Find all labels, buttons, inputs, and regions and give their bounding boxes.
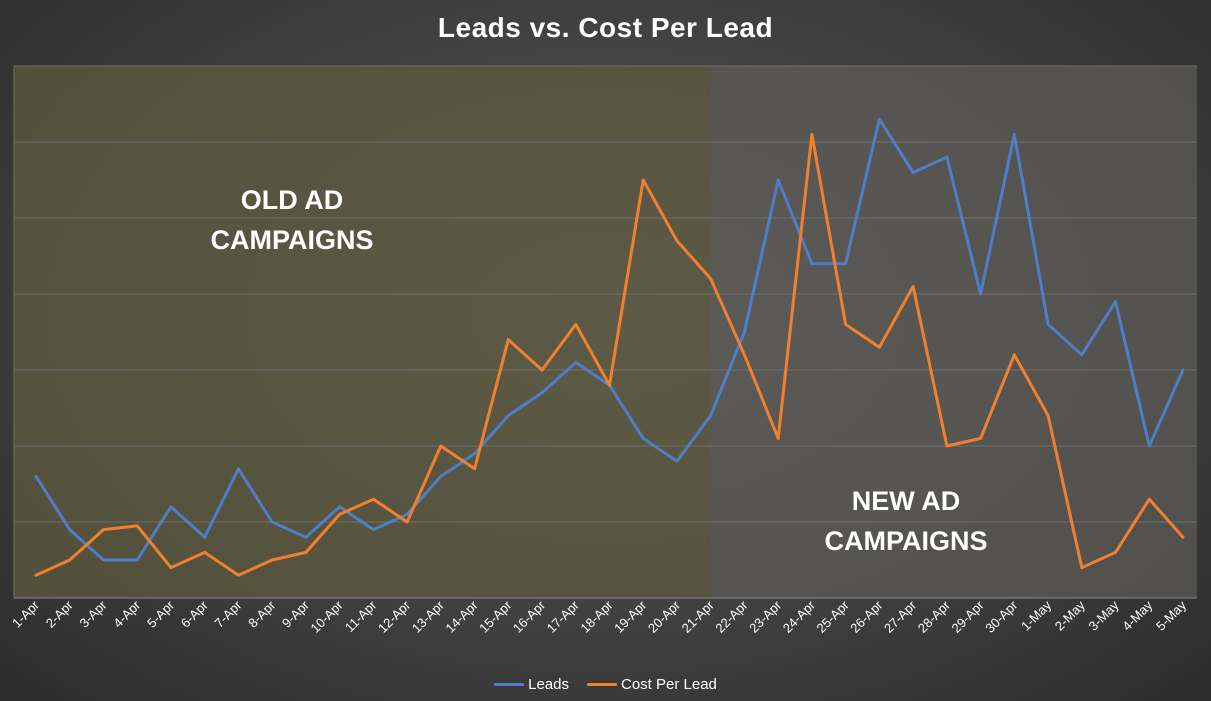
campaign-regions (14, 66, 1197, 598)
legend-label-cost-per-lead: Cost Per Lead (620, 676, 717, 693)
region-label-new-line2: CAMPAIGNS (824, 526, 987, 556)
legend-swatch-leads (494, 683, 525, 686)
x-tick-label: 2-Apr (43, 597, 77, 631)
x-tick-label: 21-Apr (679, 597, 718, 636)
x-tick-label: 18-Apr (577, 597, 616, 636)
chart-title: Leads vs. Cost Per Lead (437, 12, 774, 43)
x-tick-label: 14-Apr (442, 597, 481, 636)
x-tick-label: 26-Apr (847, 597, 886, 636)
x-tick-label: 24-Apr (780, 597, 819, 636)
x-tick-label: 7-Apr (211, 597, 245, 631)
legend-item-leads: Leads (494, 676, 569, 693)
legend: Leads Cost Per Lead (0, 676, 1211, 693)
x-tick-label: 8-Apr (245, 597, 279, 631)
x-tick-label: 30-Apr (982, 597, 1021, 636)
x-tick-label: 5-May (1153, 597, 1189, 633)
x-tick-label: 19-Apr (611, 597, 650, 636)
x-tick-label: 17-Apr (544, 597, 583, 636)
x-tick-label: 16-Apr (510, 597, 549, 636)
legend-item-cost-per-lead: Cost Per Lead (586, 676, 717, 693)
x-axis-tick-labels: 1-Apr 2-Apr 3-Apr 4-Apr 5-Apr 6-Apr 7-Apr 8-Apr… (9, 597, 1189, 636)
x-tick-label: 29-Apr (949, 597, 988, 636)
x-tick-label: 22-Apr (712, 597, 751, 636)
x-tick-label: 5-Apr (144, 597, 178, 631)
x-tick-label: 3-May (1085, 597, 1121, 633)
x-tick-label: 20-Apr (645, 597, 684, 636)
region-label-new-line1: NEW AD (852, 486, 961, 516)
region-labels: OLD AD CAMPAIGNS NEW AD CAMPAIGNS (210, 185, 987, 556)
region-label-old-line2: CAMPAIGNS (210, 225, 373, 255)
x-tick-label: 1-Apr (9, 597, 43, 631)
legend-swatch-cost-per-lead (586, 683, 617, 686)
x-tick-label: 13-Apr (409, 597, 448, 636)
x-tick-label: 12-Apr (375, 597, 414, 636)
series-lines (34, 117, 1185, 577)
x-tick-label: 3-Apr (77, 597, 111, 631)
x-tick-label: 15-Apr (476, 597, 515, 636)
x-tick-label: 1-May (1018, 597, 1054, 633)
x-tick-label: 2-May (1052, 597, 1088, 633)
x-tick-label: 6-Apr (178, 597, 212, 631)
region-old-ad-campaigns (14, 66, 711, 598)
x-tick-label: 4-Apr (110, 597, 144, 631)
x-tick-label: 27-Apr (881, 597, 920, 636)
x-tick-label: 4-May (1119, 597, 1155, 633)
region-label-old-line1: OLD AD (241, 185, 344, 215)
x-tick-label: 25-Apr (814, 597, 853, 636)
x-tick-label: 11-Apr (342, 597, 380, 635)
legend-label-leads: Leads (528, 676, 569, 693)
x-tick-label: 23-Apr (746, 597, 785, 636)
region-new-ad-campaigns (710, 66, 1197, 598)
x-tick-label: 10-Apr (308, 597, 347, 636)
gridlines (13, 65, 1197, 599)
x-tick-label: 28-Apr (915, 597, 954, 636)
